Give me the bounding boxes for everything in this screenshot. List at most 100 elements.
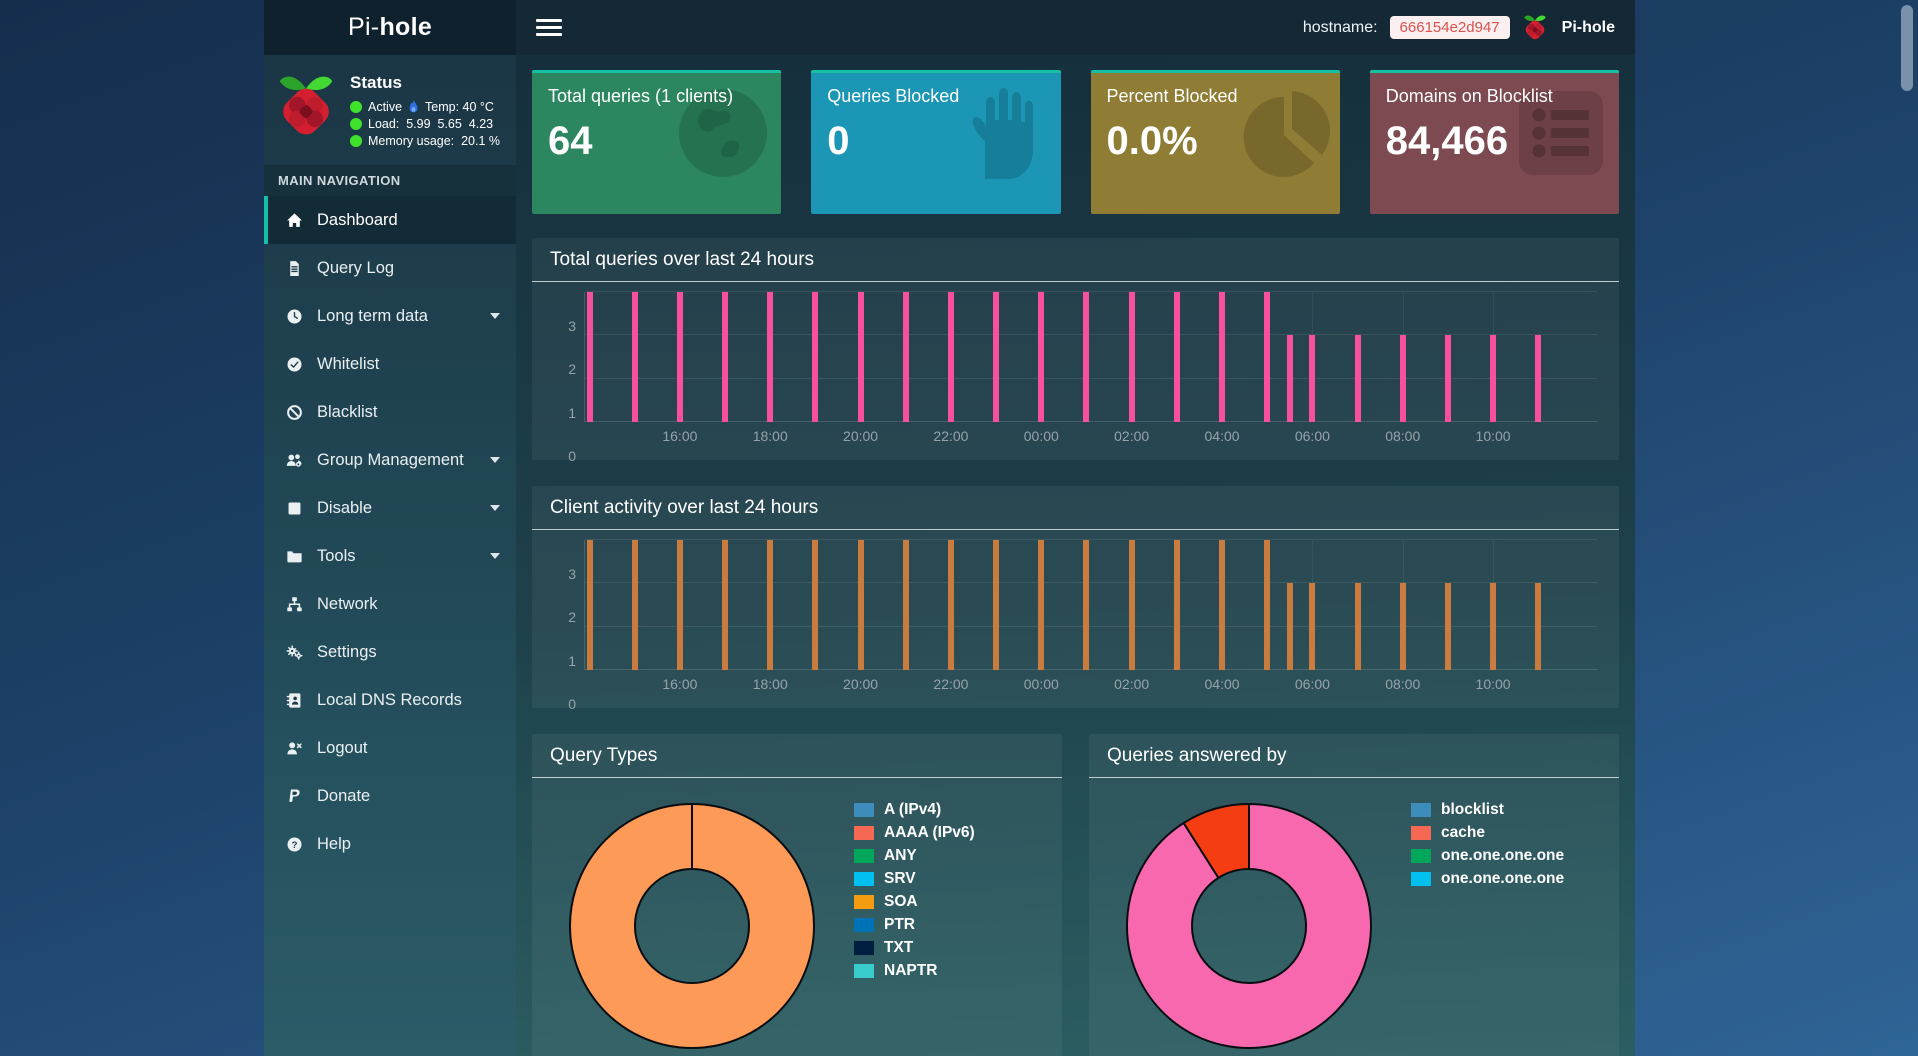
hamburger-menu-icon[interactable] — [536, 18, 562, 38]
sidebar-item-query-log[interactable]: Query Log — [264, 244, 516, 292]
query-bar[interactable] — [1173, 540, 1180, 670]
query-bar[interactable] — [631, 292, 638, 422]
query-bar[interactable] — [947, 540, 954, 670]
query-bar[interactable] — [767, 292, 774, 422]
queries-answered-legend: blocklist cache one.one.one.one one.one.one… — [1411, 796, 1564, 893]
legend-label: PTR — [884, 916, 915, 933]
total-queries-chart[interactable]: 16:00 18:00 20:00 22:00 00:00 02:00 04:00 06:00… — [544, 291, 1597, 464]
sidebar-item-label: Blacklist — [317, 402, 378, 421]
query-bar[interactable] — [722, 540, 729, 670]
query-bar[interactable] — [902, 540, 909, 670]
query-bar[interactable] — [767, 540, 774, 670]
query-bar[interactable] — [1038, 540, 1045, 670]
card-percent-blocked: Percent Blocked 0.0% — [1090, 70, 1340, 214]
sidebar-item-whitelist[interactable]: Whitelist — [264, 340, 516, 388]
query-bar[interactable] — [1399, 335, 1406, 422]
query-bar[interactable] — [1309, 335, 1316, 422]
query-bar[interactable] — [1444, 583, 1451, 670]
sidebar-item-disable[interactable]: Disable — [264, 484, 516, 532]
query-bar[interactable] — [993, 540, 1000, 670]
x-tick-label: 00:00 — [1023, 428, 1059, 444]
query-bar[interactable] — [1490, 335, 1497, 422]
query-bar[interactable] — [993, 292, 1000, 422]
page-scrollbar-thumb[interactable] — [1901, 5, 1913, 91]
chevron-down-icon — [490, 553, 500, 559]
query-bar[interactable] — [1128, 292, 1135, 422]
query-bar[interactable] — [1219, 292, 1226, 422]
query-bar[interactable] — [1083, 540, 1090, 670]
query-bar[interactable] — [631, 540, 638, 670]
sidebar-item-local-dns-records[interactable]: Local DNS Records — [264, 676, 516, 724]
query-bar[interactable] — [676, 540, 683, 670]
query-bar[interactable] — [1490, 583, 1497, 670]
query-bar[interactable] — [586, 292, 593, 422]
panel-total-queries: Total queries over last 24 hours 16:00 18… — [532, 238, 1619, 464]
status-row-2: Memory usage: 20.1 % — [350, 134, 500, 148]
card-value: 0 — [827, 119, 850, 163]
gears-icon — [284, 643, 304, 661]
chart-plot-area: 16:00 18:00 20:00 22:00 00:00 02:00 04:00 06:00… — [584, 291, 1597, 444]
x-tick-label: 16:00 — [662, 676, 698, 692]
query-bar[interactable] — [1219, 540, 1226, 670]
status-text: Load: 5.99 5.65 4.23 — [368, 117, 494, 131]
query-bar[interactable] — [1173, 292, 1180, 422]
sidebar-item-label: Tools — [317, 546, 356, 565]
y-tick-label: 2 — [568, 361, 576, 378]
client-activity-chart[interactable]: 16:00 18:00 20:00 22:00 00:00 02:00 04:00 06:00… — [544, 539, 1597, 712]
query-bar[interactable] — [902, 292, 909, 422]
query-bar[interactable] — [857, 540, 864, 670]
legend-label: AAAA (IPv6) — [884, 824, 975, 841]
query-bar[interactable] — [676, 292, 683, 422]
query-bar[interactable] — [1286, 583, 1293, 670]
query-bar[interactable] — [1354, 583, 1361, 670]
y-tick-label: 0 — [568, 696, 576, 712]
query-bar[interactable] — [947, 292, 954, 422]
query-bar[interactable] — [1309, 583, 1316, 670]
query-bar[interactable] — [1286, 335, 1293, 422]
status-ok-dot-icon — [350, 118, 362, 130]
sidebar-item-label: Logout — [317, 738, 368, 757]
sidebar-item-tools[interactable]: Tools — [264, 532, 516, 580]
panel-header: Queries answered by — [1089, 734, 1619, 777]
query-bar[interactable] — [1399, 583, 1406, 670]
sidebar-item-blacklist[interactable]: Blacklist — [264, 388, 516, 436]
query-bar[interactable] — [1444, 335, 1451, 422]
query-bar[interactable] — [812, 540, 819, 670]
query-bar[interactable] — [1128, 540, 1135, 670]
query-bar[interactable] — [1535, 583, 1542, 670]
query-bar[interactable] — [1264, 540, 1271, 670]
sidebar-item-label: Dashboard — [317, 210, 398, 229]
query-bar[interactable] — [586, 540, 593, 670]
sidebar-item-logout[interactable]: Logout — [264, 724, 516, 772]
chevron-down-icon — [490, 505, 500, 511]
sidebar-item-help[interactable]: ? Help — [264, 820, 516, 868]
navbar-right-area: hostname: 666154e2d947 Pi-hole — [516, 0, 1635, 55]
query-bar[interactable] — [1354, 335, 1361, 422]
globe-watermark-icon — [673, 83, 773, 183]
legend-label: TXT — [884, 939, 914, 956]
query-types-donut-chart — [560, 794, 824, 1056]
y-tick-label: 0 — [568, 448, 576, 464]
y-tick-label: 1 — [568, 652, 576, 669]
sidebar-item-long-term-data[interactable]: Long term data — [264, 292, 516, 340]
sidebar-item-donate[interactable]: Donate — [264, 772, 516, 820]
x-tick-label: 02:00 — [1114, 428, 1150, 444]
sidebar-item-label: Settings — [317, 642, 377, 661]
file-icon — [284, 259, 304, 277]
query-bar[interactable] — [1083, 292, 1090, 422]
sidebar-item-group-management[interactable]: Group Management — [264, 436, 516, 484]
donut-body: A (IPv4) AAAA (IPv6) ANY SRV SOA PTR TXT NAPTR — [532, 778, 1062, 1056]
query-bar[interactable] — [1038, 292, 1045, 422]
query-bar[interactable] — [1535, 335, 1542, 422]
stop-icon — [284, 499, 304, 517]
query-bar[interactable] — [857, 292, 864, 422]
sidebar: Status Active Temp: 40 °C Load: 5.99 5.65 … — [264, 55, 516, 1056]
ban-icon — [284, 403, 304, 421]
query-bar[interactable] — [1264, 292, 1271, 422]
sidebar-item-dashboard[interactable]: Dashboard — [264, 196, 516, 244]
sidebar-item-settings[interactable]: Settings — [264, 628, 516, 676]
query-bar[interactable] — [722, 292, 729, 422]
status-row-1: Load: 5.99 5.65 4.23 — [350, 117, 500, 131]
query-bar[interactable] — [812, 292, 819, 422]
sidebar-item-network[interactable]: Network — [264, 580, 516, 628]
